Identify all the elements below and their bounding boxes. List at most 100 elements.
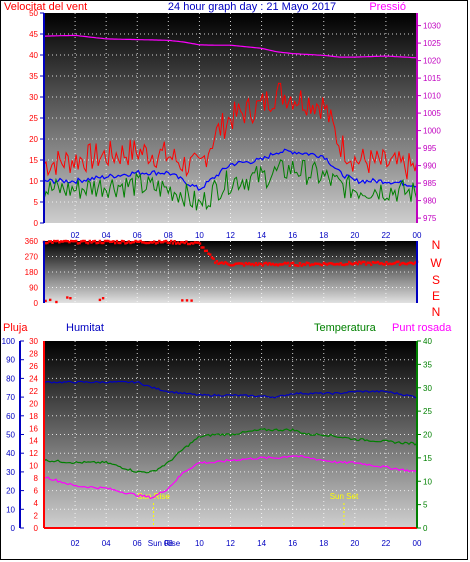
temperature-tick-label: 20 (423, 431, 432, 440)
temperature-tick-label: 25 (423, 407, 432, 416)
wind-speed-title: Velocitat del vent (4, 1, 87, 13)
direction-tick-label: 360 (25, 237, 39, 246)
direction-point (220, 261, 224, 264)
direction-point (375, 261, 378, 264)
sun-markers: Sun Rise Sun Set (137, 492, 359, 528)
direction-point (373, 261, 376, 264)
direction-point (246, 263, 249, 266)
series-line-avg (43, 148, 418, 191)
direction-point (398, 263, 402, 266)
direction-point (49, 240, 52, 243)
rain-title: Pluja (3, 322, 28, 334)
direction-point (381, 262, 385, 266)
temperature-tick-label: 0 (423, 524, 428, 533)
direction-point (163, 240, 166, 243)
direction-point (63, 239, 66, 243)
direction-point (222, 262, 225, 265)
direction-point (168, 241, 171, 245)
humidity-tick-label: 60 (6, 412, 15, 421)
direction-point (97, 241, 100, 244)
direction-point (115, 239, 119, 243)
direction-point (320, 264, 324, 267)
direction-point (105, 239, 108, 243)
direction-point (170, 239, 173, 243)
direction-point (312, 263, 315, 266)
direction-point (271, 262, 275, 266)
panel3-x-tick-label: 14 (257, 539, 266, 548)
direction-point (295, 264, 298, 267)
direction-point (388, 262, 392, 265)
direction-point (341, 263, 344, 266)
direction-point (46, 241, 49, 245)
direction-point (339, 262, 342, 265)
direction-point (209, 253, 212, 256)
direction-point (66, 296, 69, 299)
direction-point (69, 297, 72, 300)
wind-tick-label: 10 (29, 177, 38, 186)
direction-point (383, 263, 386, 266)
direction-point (315, 262, 319, 265)
direction-label-w: W (430, 256, 442, 270)
panel1-x-tick-label: 16 (288, 231, 297, 240)
direction-point (319, 263, 322, 266)
direction-point (205, 249, 208, 252)
direction-point (410, 261, 414, 265)
direction-point (327, 262, 330, 265)
direction-point (392, 262, 395, 265)
rain-tick-label: 22 (29, 387, 38, 396)
direction-point (154, 242, 158, 245)
panel1-x-tick-label: 18 (319, 231, 328, 240)
rain-tick-label: 16 (29, 424, 38, 433)
direction-point (44, 242, 47, 245)
wind-tick-label: 15 (29, 156, 38, 165)
direction-point (364, 263, 368, 266)
pressure-tick-label: 1020 (423, 57, 441, 66)
direction-point (195, 241, 198, 244)
direction-tick-label: 0 (34, 299, 39, 308)
panel1-x-tick-label: 20 (350, 231, 359, 240)
panel1-x-tick-label: 08 (164, 231, 173, 240)
direction-point (200, 246, 203, 249)
direction-point (73, 240, 76, 243)
direction-point (229, 264, 232, 267)
direction-point (136, 240, 139, 243)
direction-point (134, 239, 137, 243)
rain-tick-label: 30 (29, 337, 38, 346)
wind-tick-label: 50 (29, 9, 38, 18)
direction-point (256, 263, 259, 267)
panel3-x-tick-label: 22 (381, 539, 390, 548)
direction-point (90, 241, 93, 244)
direction-point (344, 263, 347, 266)
direction-point (56, 239, 59, 243)
direction-point (180, 241, 183, 244)
direction-point (290, 262, 293, 265)
series-line-speed (43, 159, 418, 211)
direction-point (129, 241, 132, 245)
panel3-x-tick-label: 04 (102, 539, 111, 548)
direction-point (51, 241, 54, 244)
direction-point (278, 263, 281, 266)
direction-point (86, 242, 90, 245)
rain-tick-label: 28 (29, 349, 38, 358)
direction-point (237, 262, 241, 265)
panel1-x-tick-label: 12 (226, 231, 235, 240)
panel3-x-tick-label: 12 (226, 539, 235, 548)
rain-tick-label: 2 (34, 512, 39, 521)
direction-point (349, 262, 353, 265)
panel1-x-tick-label: 00 (413, 231, 422, 240)
humidity-tick-label: 40 (6, 449, 15, 458)
direction-point (368, 261, 371, 264)
wind-pressure-series (43, 34, 418, 211)
direction-point (156, 241, 159, 244)
direction-point (239, 262, 242, 265)
direction-point (164, 239, 168, 243)
chart-date-title: 24 hour graph day : 21 Mayo 2017 (168, 1, 336, 13)
direction-point (185, 240, 188, 243)
direction-point (259, 262, 263, 266)
rain-tick-label: 4 (34, 499, 39, 508)
direction-point (58, 241, 61, 244)
direction-point (186, 242, 190, 246)
sunset-label: Sun Set (330, 492, 359, 501)
direction-point (183, 241, 186, 245)
